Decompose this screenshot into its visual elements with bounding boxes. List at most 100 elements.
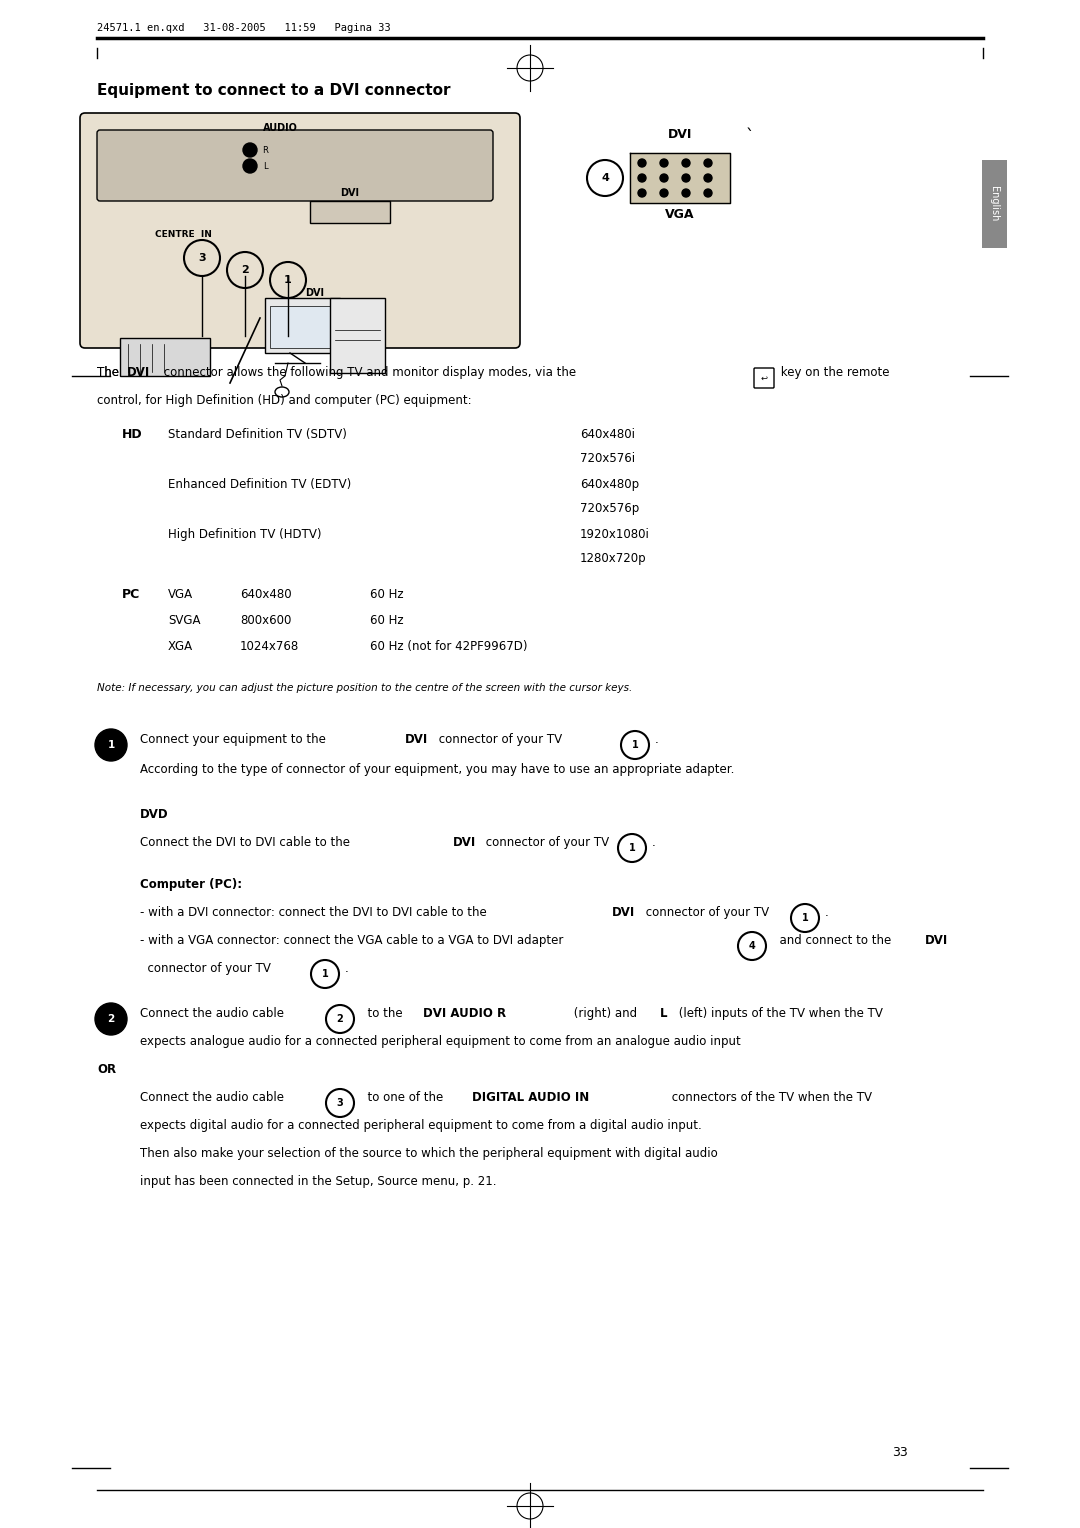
Text: DVI: DVI <box>405 733 429 746</box>
Text: DVI: DVI <box>305 287 324 298</box>
Text: VGA: VGA <box>665 208 694 222</box>
Text: 1: 1 <box>284 275 292 286</box>
Text: R: R <box>262 145 268 154</box>
Text: DVI: DVI <box>453 836 476 850</box>
Text: DVD: DVD <box>140 808 168 821</box>
Text: DVI: DVI <box>127 367 150 379</box>
Text: Equipment to connect to a DVI connector: Equipment to connect to a DVI connector <box>97 83 450 98</box>
Bar <box>265 298 340 353</box>
Text: Then also make your selection of the source to which the peripheral equipment wi: Then also make your selection of the sou… <box>140 1148 718 1160</box>
Text: L: L <box>262 162 268 171</box>
FancyBboxPatch shape <box>80 113 519 348</box>
Text: 1024x768: 1024x768 <box>240 640 299 652</box>
Circle shape <box>660 174 669 182</box>
Circle shape <box>95 729 127 761</box>
Text: connector of your TV: connector of your TV <box>482 836 612 850</box>
Text: to one of the: to one of the <box>360 1091 447 1105</box>
Bar <box>120 338 210 376</box>
Text: 2: 2 <box>107 1015 114 1024</box>
Text: Connect the audio cable: Connect the audio cable <box>140 1091 287 1105</box>
Text: 1920x1080i: 1920x1080i <box>580 529 650 541</box>
Text: ↩: ↩ <box>760 373 768 382</box>
Text: control, for High Definition (HD) and computer (PC) equipment:: control, for High Definition (HD) and co… <box>97 394 472 406</box>
Text: expects analogue audio for a connected peripheral equipment to come from an anal: expects analogue audio for a connected p… <box>140 1034 741 1048</box>
Text: 60 Hz: 60 Hz <box>370 588 404 601</box>
Text: input has been connected in the Setup, Source menu, p. 21.: input has been connected in the Setup, S… <box>140 1175 497 1187</box>
Text: 1: 1 <box>632 740 638 750</box>
Text: 3: 3 <box>337 1099 343 1108</box>
Text: 1: 1 <box>322 969 328 979</box>
Text: and connect to the: and connect to the <box>772 934 895 947</box>
Text: 60 Hz (not for 42PF9967D): 60 Hz (not for 42PF9967D) <box>370 640 527 652</box>
Text: (left) inputs of the TV when the TV: (left) inputs of the TV when the TV <box>675 1007 882 1021</box>
Circle shape <box>638 159 646 167</box>
Text: DVI: DVI <box>924 934 948 947</box>
Text: Connect the DVI to DVI cable to the: Connect the DVI to DVI cable to the <box>140 836 354 850</box>
Text: DVI: DVI <box>667 128 692 141</box>
Text: AUDIO: AUDIO <box>262 122 297 133</box>
Circle shape <box>704 174 712 182</box>
Text: `: ` <box>746 128 754 147</box>
Circle shape <box>681 159 690 167</box>
Text: OR: OR <box>97 1063 117 1076</box>
Text: .: . <box>654 733 659 746</box>
Circle shape <box>660 189 669 197</box>
Text: - with a VGA connector: connect the VGA cable to a VGA to DVI adapter: - with a VGA connector: connect the VGA … <box>140 934 567 947</box>
Text: key on the remote: key on the remote <box>777 367 890 379</box>
Text: (right) and: (right) and <box>570 1007 640 1021</box>
Text: 3: 3 <box>199 254 206 263</box>
Text: DIGITAL AUDIO IN: DIGITAL AUDIO IN <box>472 1091 590 1105</box>
Text: connector of your TV: connector of your TV <box>140 963 274 975</box>
Circle shape <box>681 174 690 182</box>
Text: 60 Hz: 60 Hz <box>370 614 404 626</box>
Text: Connect your equipment to the: Connect your equipment to the <box>140 733 329 746</box>
Circle shape <box>243 144 257 157</box>
Text: connector of your TV: connector of your TV <box>642 906 773 918</box>
Bar <box>330 298 384 373</box>
Circle shape <box>95 1002 127 1034</box>
Text: English: English <box>989 186 999 222</box>
Text: .: . <box>652 836 656 850</box>
Text: HD: HD <box>122 428 143 442</box>
Text: PC: PC <box>122 588 140 601</box>
Text: connectors of the TV when the TV: connectors of the TV when the TV <box>669 1091 872 1105</box>
Text: DVI: DVI <box>612 906 635 918</box>
Text: VGA: VGA <box>168 588 193 601</box>
Text: 2: 2 <box>241 264 248 275</box>
Text: Computer (PC):: Computer (PC): <box>140 879 242 891</box>
Text: 1: 1 <box>801 914 808 923</box>
Text: Enhanced Definition TV (EDTV): Enhanced Definition TV (EDTV) <box>168 478 351 490</box>
Text: 720x576p: 720x576p <box>580 503 639 515</box>
Text: expects digital audio for a connected peripheral equipment to come from a digita: expects digital audio for a connected pe… <box>140 1118 702 1132</box>
Text: Connect the audio cable: Connect the audio cable <box>140 1007 287 1021</box>
Circle shape <box>638 189 646 197</box>
Text: Note: If necessary, you can adjust the picture position to the centre of the scr: Note: If necessary, you can adjust the p… <box>97 683 632 694</box>
Circle shape <box>660 159 669 167</box>
Bar <box>270 306 335 348</box>
Text: Standard Definition TV (SDTV): Standard Definition TV (SDTV) <box>168 428 347 442</box>
Text: to the: to the <box>360 1007 406 1021</box>
Text: SVGA: SVGA <box>168 614 201 626</box>
Ellipse shape <box>275 387 289 397</box>
Text: connector of your TV: connector of your TV <box>435 733 566 746</box>
FancyBboxPatch shape <box>97 130 492 202</box>
FancyBboxPatch shape <box>754 368 774 388</box>
Text: 1: 1 <box>107 740 114 750</box>
Text: 720x576i: 720x576i <box>580 452 635 465</box>
Text: connector allows the following TV and monitor display modes, via the: connector allows the following TV and mo… <box>160 367 580 379</box>
Text: 4: 4 <box>748 941 755 950</box>
Bar <box>982 160 1007 248</box>
Circle shape <box>638 174 646 182</box>
Text: DVI AUDIO R: DVI AUDIO R <box>423 1007 507 1021</box>
Circle shape <box>681 189 690 197</box>
Bar <box>310 202 390 223</box>
Text: XGA: XGA <box>168 640 193 652</box>
Text: 1280x720p: 1280x720p <box>580 552 647 565</box>
Text: The: The <box>97 367 123 379</box>
Circle shape <box>243 159 257 173</box>
Polygon shape <box>630 153 730 203</box>
Text: - with a DVI connector: connect the DVI to DVI cable to the: - with a DVI connector: connect the DVI … <box>140 906 490 918</box>
Circle shape <box>704 159 712 167</box>
Text: 800x600: 800x600 <box>240 614 292 626</box>
Text: 2: 2 <box>337 1015 343 1024</box>
